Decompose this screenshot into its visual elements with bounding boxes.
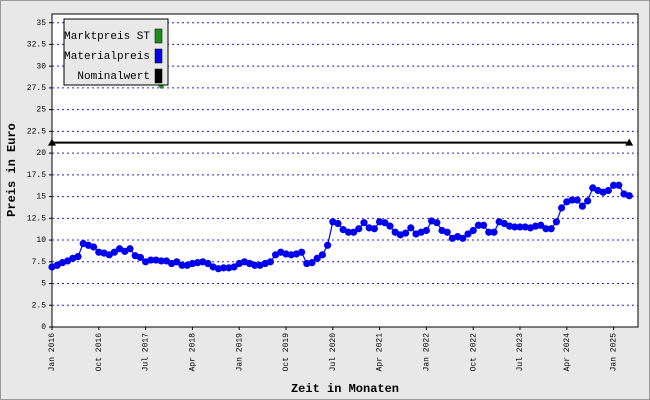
x-tick-label: Jan 2019 <box>235 333 244 372</box>
data-point <box>558 204 566 212</box>
data-point <box>334 219 342 228</box>
x-tick-label: Apr 2024 <box>563 333 572 372</box>
data-point <box>474 221 482 229</box>
data-point <box>251 261 259 269</box>
data-point <box>266 258 274 266</box>
data-point <box>625 192 633 200</box>
data-point <box>147 256 155 264</box>
data-point <box>318 251 326 259</box>
data-point <box>157 257 165 265</box>
x-tick-label: Jul 2020 <box>329 333 338 372</box>
legend-swatch <box>154 28 163 44</box>
data-point <box>308 259 316 267</box>
data-point <box>459 234 467 242</box>
data-point <box>490 228 498 236</box>
data-point <box>615 181 623 189</box>
y-tick-label: 20 <box>36 149 46 158</box>
y-tick-label: 5 <box>41 280 46 289</box>
data-point <box>90 243 98 251</box>
data-point <box>370 225 378 233</box>
x-tick-label: Jan 2025 <box>610 333 619 372</box>
data-point <box>407 224 415 232</box>
y-tick-label: 22.5 <box>27 127 46 136</box>
data-point <box>584 197 592 205</box>
y-tick-label: 0 <box>41 323 46 332</box>
legend-box <box>63 18 169 86</box>
y-tick-label: 35 <box>36 19 46 28</box>
data-point <box>610 181 618 189</box>
data-point <box>344 228 352 236</box>
data-point <box>537 221 545 229</box>
y-tick-label: 27.5 <box>27 84 46 93</box>
legend-label: Marktpreis ST <box>64 31 150 43</box>
y-tick-label: 25 <box>36 106 46 115</box>
data-point <box>547 225 555 233</box>
data-point <box>110 248 118 256</box>
data-point <box>422 226 430 235</box>
data-point <box>355 225 363 233</box>
y-tick-label: 32.5 <box>27 41 46 50</box>
data-point <box>516 223 524 231</box>
y-tick-label: 10 <box>36 236 46 245</box>
data-point <box>220 264 228 272</box>
data-point <box>552 218 561 226</box>
data-point <box>480 221 488 229</box>
data-point <box>402 229 410 237</box>
legend-label: Nominalwert <box>77 71 150 83</box>
legend-label: Materialpreis <box>64 51 150 63</box>
data-point <box>298 248 306 256</box>
data-point <box>433 219 441 227</box>
x-tick-label: Jan 2016 <box>48 333 57 372</box>
data-point <box>443 228 451 236</box>
x-tick-label: Apr 2018 <box>189 333 198 372</box>
y-tick-label: 7.5 <box>32 258 47 267</box>
legend-swatch <box>154 48 163 64</box>
data-point <box>173 258 181 266</box>
data-point <box>573 196 581 204</box>
y-tick-label: 12.5 <box>27 214 46 223</box>
y-axis-label: Preis in Euro <box>5 123 19 217</box>
x-tick-label: Apr 2021 <box>376 333 385 372</box>
data-point <box>485 228 493 236</box>
data-point <box>386 222 394 230</box>
y-tick-label: 15 <box>36 193 46 202</box>
data-point <box>204 259 212 268</box>
data-point <box>178 261 186 269</box>
data-point <box>360 219 368 227</box>
x-tick-label: Oct 2019 <box>282 333 291 372</box>
y-tick-label: 17.5 <box>27 171 46 180</box>
data-point <box>126 245 134 253</box>
x-axis-label: Zeit in Monaten <box>291 382 399 396</box>
data-point <box>74 252 82 261</box>
data-point <box>136 253 144 262</box>
data-point <box>324 241 332 249</box>
x-tick-label: Oct 2022 <box>469 333 478 372</box>
x-tick-label: Jul 2023 <box>516 333 525 372</box>
data-point <box>464 230 472 238</box>
y-tick-label: 30 <box>36 62 46 71</box>
data-point <box>511 223 519 231</box>
data-point <box>578 202 587 210</box>
x-tick-label: Oct 2016 <box>95 333 104 372</box>
data-point <box>381 219 389 227</box>
data-point <box>568 196 576 204</box>
data-point <box>604 186 613 195</box>
data-point <box>230 263 238 271</box>
y-tick-label: 2.5 <box>32 301 47 310</box>
x-tick-label: Jul 2017 <box>142 333 151 372</box>
legend-swatch <box>154 68 163 84</box>
data-point <box>542 225 550 233</box>
x-tick-label: Jan 2022 <box>423 333 432 372</box>
data-point <box>625 138 634 146</box>
data-point <box>313 254 321 262</box>
data-point <box>48 138 56 146</box>
data-point <box>350 228 358 236</box>
data-point <box>469 226 477 235</box>
